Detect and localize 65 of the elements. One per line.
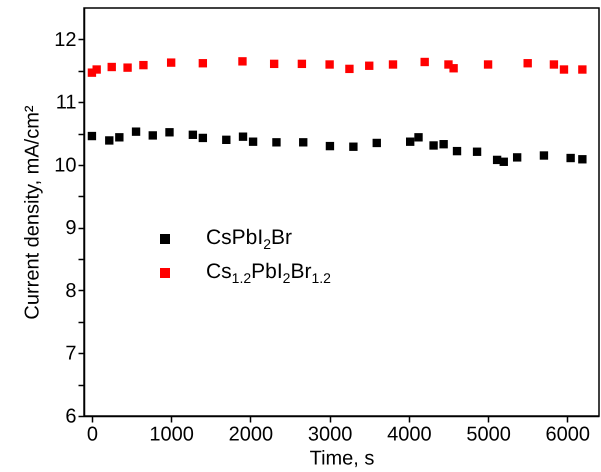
point xyxy=(238,57,247,66)
point xyxy=(132,127,140,136)
point xyxy=(238,132,248,141)
point xyxy=(326,142,334,150)
point xyxy=(198,59,208,68)
point xyxy=(88,132,96,140)
x-axis-title: Time, s xyxy=(310,448,374,470)
point xyxy=(452,146,462,156)
y-tick-label: 11 xyxy=(56,92,76,114)
point xyxy=(298,60,306,68)
point xyxy=(345,64,354,74)
legend-label: CsPbI$_{2}$Br xyxy=(206,226,292,252)
point xyxy=(198,134,208,142)
point xyxy=(420,58,429,66)
point xyxy=(248,138,258,146)
y-tick-label: 7 xyxy=(65,342,76,365)
point xyxy=(484,60,492,69)
point xyxy=(524,59,532,68)
x-tick-label: 3000 xyxy=(308,424,352,446)
x-tick-label: 5000 xyxy=(466,424,511,446)
legend-label: Cs$_{1.2}$PbI$_{2}$Br$_{1.2}$ xyxy=(206,260,331,286)
x-tick-label: 2000 xyxy=(228,424,274,446)
y-tick-label: 12 xyxy=(54,28,76,51)
point xyxy=(566,154,575,162)
point xyxy=(299,138,308,147)
y-axis-title: Current density, mA/cm² xyxy=(21,105,44,320)
point xyxy=(372,138,381,148)
point xyxy=(139,60,148,70)
point xyxy=(92,65,101,74)
x-tick-label: 4000 xyxy=(387,424,432,446)
x-tick-label: 6000 xyxy=(546,424,590,446)
point xyxy=(222,136,230,144)
point xyxy=(270,60,278,68)
point xyxy=(115,133,124,142)
y-tick-label: 8 xyxy=(65,280,76,302)
point xyxy=(429,141,438,150)
point xyxy=(439,140,448,148)
point xyxy=(349,142,358,151)
point xyxy=(365,62,374,70)
point xyxy=(108,62,116,72)
point xyxy=(560,65,568,74)
point xyxy=(550,60,558,69)
point xyxy=(105,136,114,145)
point xyxy=(472,148,482,156)
point xyxy=(578,65,587,74)
point xyxy=(500,158,508,166)
point xyxy=(123,63,132,72)
point xyxy=(188,130,198,139)
x-tick-label: 1000 xyxy=(149,424,194,446)
point xyxy=(512,153,522,162)
y-tick-label: 6 xyxy=(65,406,76,428)
y-tick-label: 9 xyxy=(65,217,76,240)
point xyxy=(272,138,281,147)
point xyxy=(540,151,548,160)
y-tick-label: 10 xyxy=(54,154,76,176)
point xyxy=(325,60,334,69)
point xyxy=(578,155,587,164)
point xyxy=(388,60,398,69)
point xyxy=(166,58,176,67)
point xyxy=(148,131,157,140)
point xyxy=(414,133,423,142)
point xyxy=(165,128,174,136)
x-tick-label: 0 xyxy=(86,424,98,446)
point xyxy=(449,64,458,72)
point xyxy=(406,138,414,146)
